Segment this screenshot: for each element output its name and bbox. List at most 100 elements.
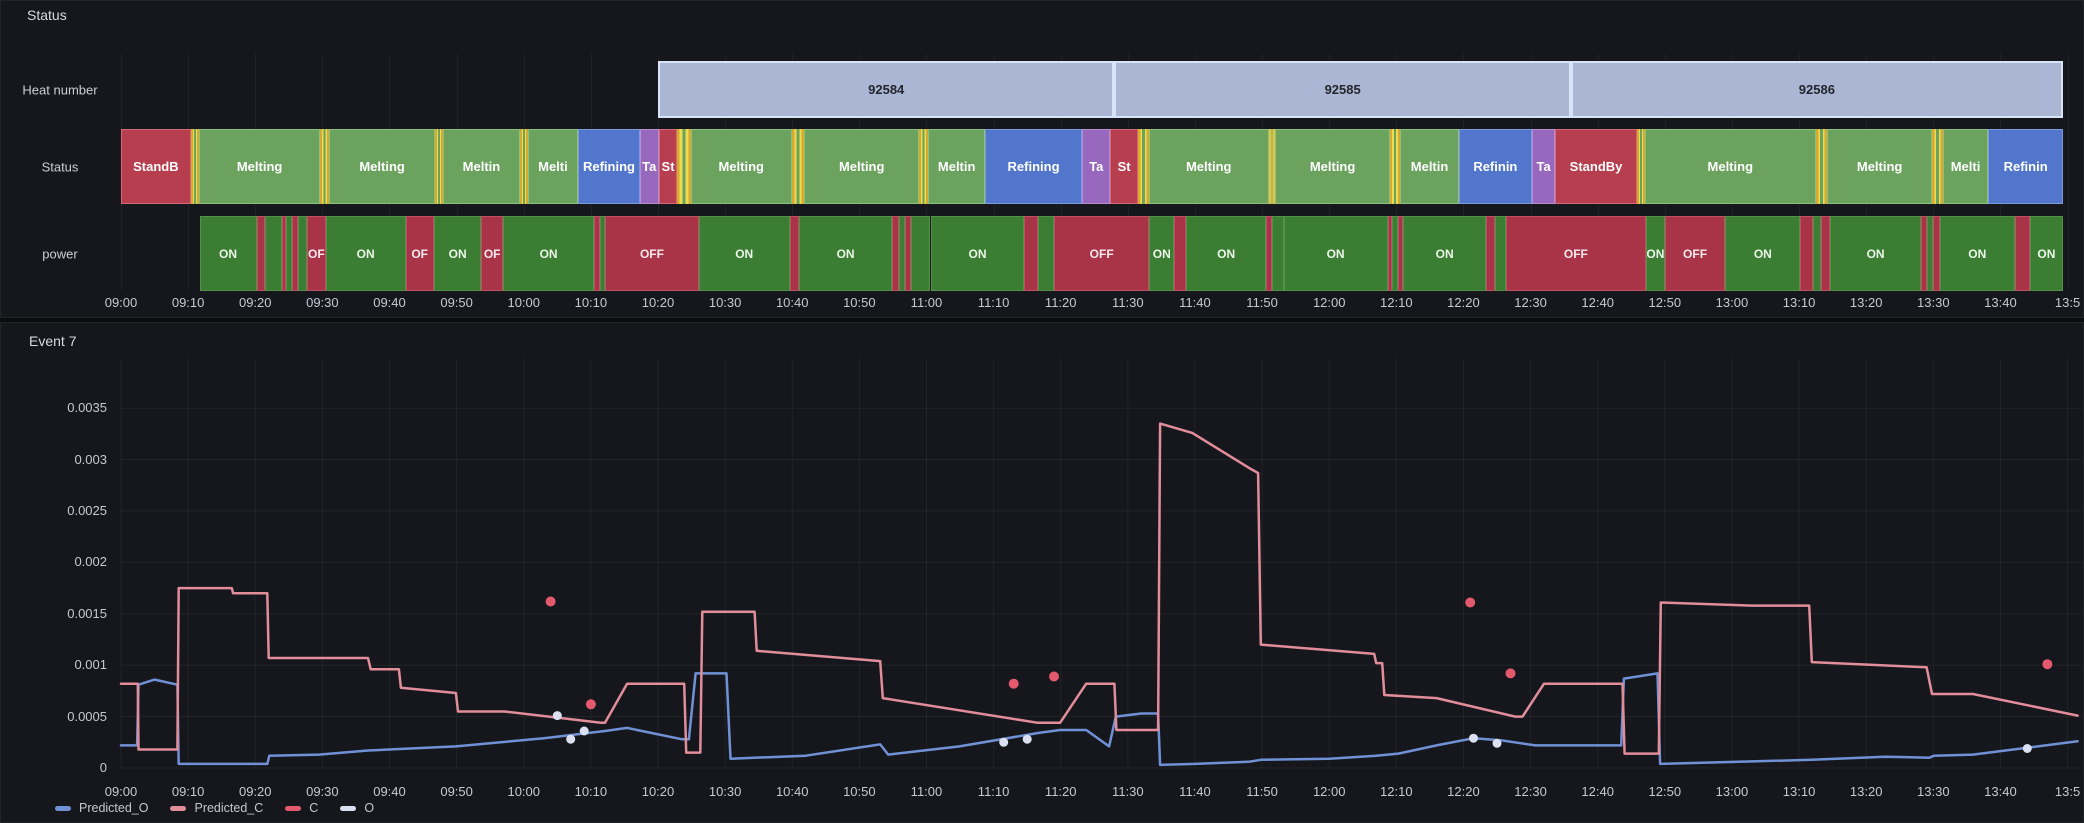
timeline-segment-refining[interactable]: Refining	[984, 129, 1083, 204]
timeline-segment[interactable]	[791, 129, 805, 204]
series-point-o[interactable]	[566, 734, 576, 744]
timeline-segment-melti[interactable]: Melti	[1942, 129, 1989, 204]
timeline-segment[interactable]	[282, 216, 287, 291]
timeline-segment-off[interactable]: OFF	[1505, 216, 1647, 291]
timeline-segment[interactable]	[898, 216, 905, 291]
timeline-segment-refinin[interactable]: Refinin	[1988, 129, 2063, 204]
timeline-segment-refinin[interactable]: Refinin	[1458, 129, 1532, 204]
timeline-segment[interactable]	[1933, 216, 1941, 291]
timeline-segment-on[interactable]: ON	[1403, 216, 1487, 291]
timeline-segment-on[interactable]: ON	[1646, 216, 1665, 291]
timeline-segment-ta[interactable]: Ta	[1531, 129, 1556, 204]
timeline-segment-of[interactable]: OF	[306, 216, 326, 291]
timeline-segment[interactable]	[190, 129, 199, 204]
timeline-segment[interactable]	[599, 216, 605, 291]
timeline-segment-on[interactable]: ON	[502, 216, 595, 291]
timeline-segment-on[interactable]: ON	[2029, 216, 2063, 291]
timeline-segment[interactable]	[1921, 216, 1928, 291]
timeline-segment[interactable]	[1024, 216, 1038, 291]
timeline-segment-melting[interactable]: Melting	[1827, 129, 1932, 204]
series-point-o[interactable]	[552, 711, 562, 721]
timeline-segment[interactable]	[594, 216, 600, 291]
series-point-c[interactable]	[1465, 597, 1476, 608]
timeline-segment[interactable]	[1037, 216, 1054, 291]
timeline-segment[interactable]	[1390, 129, 1401, 204]
timeline-segment[interactable]	[1931, 129, 1943, 204]
timeline-segment-ta[interactable]: Ta	[639, 129, 659, 204]
timeline-segment-on[interactable]: ON	[1186, 216, 1267, 291]
timeline-segment[interactable]	[1486, 216, 1495, 291]
timeline-segment-off[interactable]: OFF	[1664, 216, 1726, 291]
timeline-segment[interactable]	[1636, 129, 1645, 204]
timeline-segment[interactable]	[1800, 216, 1814, 291]
timeline-segment-melting[interactable]: Melting	[1148, 129, 1269, 204]
series-point-o[interactable]	[579, 726, 589, 736]
timeline-segment[interactable]	[911, 216, 931, 291]
timeline-segment[interactable]	[1272, 216, 1284, 291]
timeline-segment-of[interactable]: OF	[481, 216, 503, 291]
timeline-segment[interactable]	[519, 129, 528, 204]
timeline-segment-st[interactable]: St	[658, 129, 678, 204]
timeline-segment[interactable]	[1392, 216, 1398, 291]
timeline-segment[interactable]	[2014, 216, 2030, 291]
series-point-c[interactable]	[545, 596, 556, 607]
series-point-c[interactable]	[585, 699, 596, 710]
series-line-predicted_c[interactable]	[119, 422, 2079, 755]
timeline-segment[interactable]	[286, 216, 293, 291]
timeline-segment-off[interactable]: OFF	[604, 216, 699, 291]
legend-item-c[interactable]: C	[285, 801, 318, 815]
timeline-segment[interactable]	[298, 216, 307, 291]
timeline-segment-on[interactable]: ON	[1829, 216, 1922, 291]
timeline-segment-on[interactable]: ON	[798, 216, 893, 291]
series-point-o[interactable]	[1022, 734, 1032, 744]
panel-event7-title[interactable]: Event 7	[29, 333, 77, 349]
timeline-segment-standb[interactable]: StandB	[121, 129, 191, 204]
timeline-segment-melting[interactable]: Melting	[1274, 129, 1391, 204]
timeline-segment-92584[interactable]: 92584	[657, 61, 1115, 118]
timeline-segment[interactable]	[1268, 129, 1275, 204]
series-point-o[interactable]	[1492, 738, 1502, 748]
timeline-segment[interactable]	[320, 129, 330, 204]
timeline-segment-standby[interactable]: StandBy	[1555, 129, 1637, 204]
series-line-predicted_o[interactable]	[119, 672, 2079, 767]
timeline-segment-on[interactable]: ON	[698, 216, 790, 291]
series-point-o[interactable]	[999, 737, 1009, 747]
timeline-segment[interactable]	[1820, 216, 1830, 291]
timeline-segment-melting[interactable]: Melting	[198, 129, 321, 204]
timeline-segment[interactable]	[1815, 129, 1828, 204]
timeline-segment-on[interactable]: ON	[1149, 216, 1175, 291]
timeline-segment[interactable]	[1174, 216, 1187, 291]
series-point-c[interactable]	[1505, 668, 1516, 679]
timeline-segment-on[interactable]: ON	[930, 216, 1025, 291]
timeline-segment-ta[interactable]: Ta	[1082, 129, 1111, 204]
timeline-segment-of[interactable]: OF	[405, 216, 434, 291]
series-point-o[interactable]	[1469, 733, 1478, 743]
timeline-segment[interactable]	[1266, 216, 1273, 291]
timeline-segment-meltin[interactable]: Meltin	[928, 129, 985, 204]
series-point-c[interactable]	[2042, 659, 2053, 670]
legend-item-predicted_o[interactable]: Predicted_O	[55, 801, 148, 815]
timeline-segment[interactable]	[1387, 216, 1393, 291]
timeline-segment-melti[interactable]: Melti	[527, 129, 579, 204]
timeline-segment[interactable]	[435, 129, 444, 204]
timeline-segment-melting[interactable]: Melting	[329, 129, 436, 204]
timeline-segment[interactable]	[1495, 216, 1506, 291]
timeline-segment[interactable]	[1927, 216, 1934, 291]
timeline-segment[interactable]	[1137, 129, 1149, 204]
timeline-segment[interactable]	[789, 216, 799, 291]
timeline-segment-meltin[interactable]: Meltin	[1400, 129, 1459, 204]
series-point-o[interactable]	[2022, 744, 2032, 753]
timeline-segment-on[interactable]: ON	[1725, 216, 1801, 291]
timeline-segment-on[interactable]: ON	[1283, 216, 1388, 291]
legend-item-o[interactable]: O	[340, 801, 374, 815]
timeline-segment-on[interactable]: ON	[325, 216, 406, 291]
panel-status-title[interactable]: Status	[27, 7, 67, 23]
timeline-segment-off[interactable]: OFF	[1054, 216, 1150, 291]
timeline-segment-meltin[interactable]: Meltin	[443, 129, 520, 204]
timeline-segment[interactable]	[256, 216, 265, 291]
timeline-segment-on[interactable]: ON	[199, 216, 257, 291]
timeline-segment[interactable]	[905, 216, 912, 291]
timeline-segment-st[interactable]: St	[1110, 129, 1138, 204]
timeline-segment[interactable]	[1813, 216, 1821, 291]
timeline-segment-melting[interactable]: Melting	[1644, 129, 1816, 204]
